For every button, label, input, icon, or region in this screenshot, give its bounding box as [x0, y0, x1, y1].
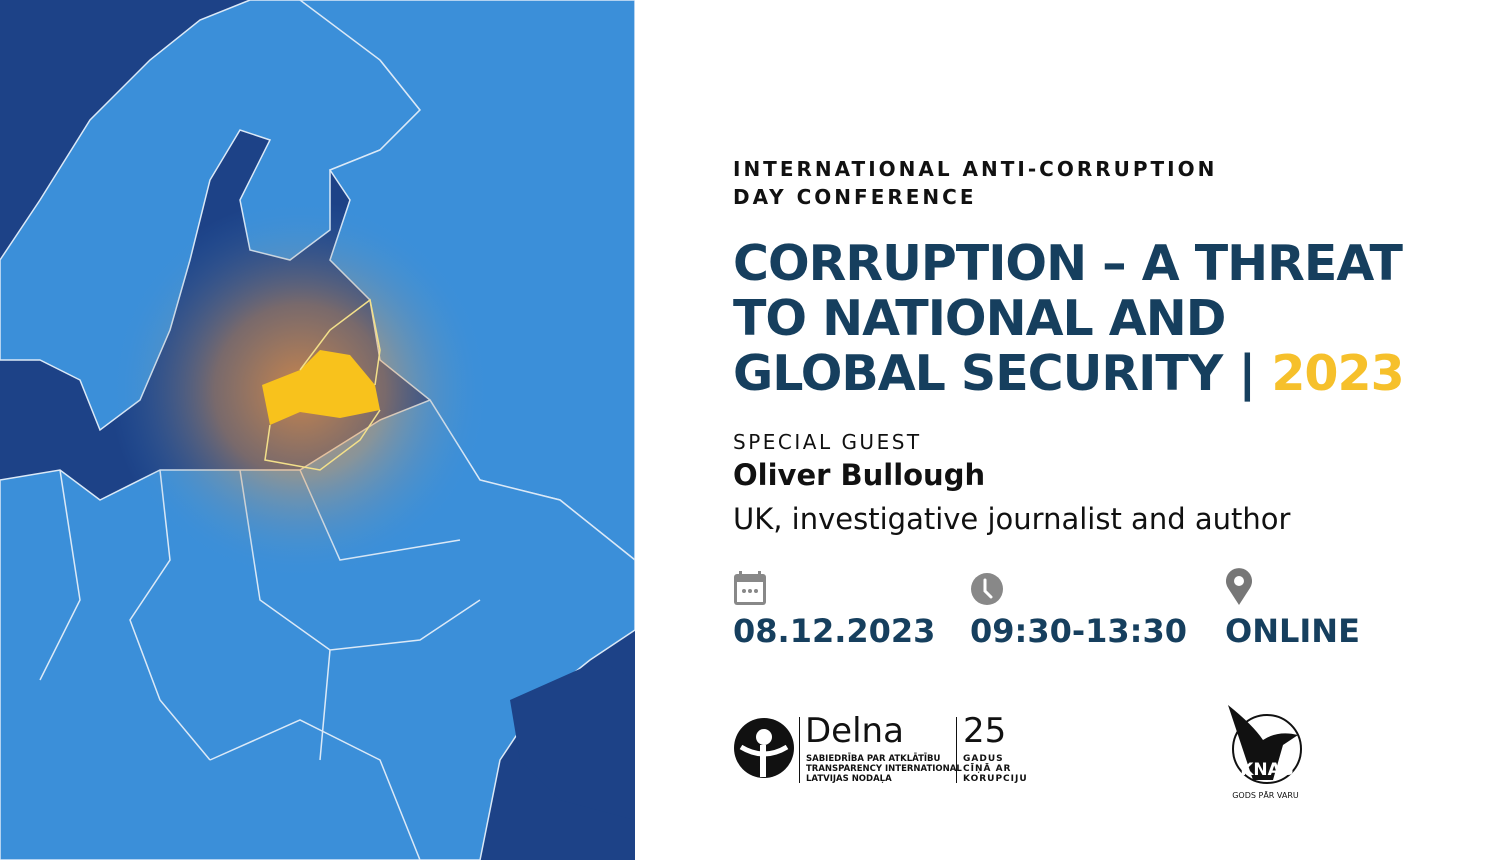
knab-eagle-emblem-icon: KNAB	[1228, 705, 1302, 784]
event-kicker: INTERNATIONAL ANTI-CORRUPTION DAY CONFER…	[733, 157, 1218, 209]
guest-description: UK, investigative journalist and author	[733, 502, 1291, 536]
map-illustration	[0, 0, 635, 860]
date-info: 08.12.2023	[733, 568, 935, 650]
anniversary-line: KORUPCIJU	[963, 774, 1028, 784]
partner-logos: Delna SABIEDRĪBA PAR ATKLĀTĪBU TRANSPARE…	[733, 705, 1333, 805]
time-info: 09:30-13:30	[970, 568, 1187, 650]
knab-motto: GODS PĀR VARU	[1232, 791, 1299, 800]
guest-label: SPECIAL GUEST	[733, 430, 922, 454]
date-value: 08.12.2023	[733, 612, 936, 650]
title-year: 2023	[1271, 345, 1404, 402]
location-value: ONLINE	[1225, 612, 1360, 650]
calendar-icon	[733, 568, 935, 606]
delna-subtitle: SABIEDRĪBA PAR ATKLĀTĪBU TRANSPARENCY IN…	[806, 754, 962, 784]
knab-logo: KNAB GODS PĀR VARU	[1223, 705, 1308, 800]
anniversary-line: CĪŅĀ AR	[963, 764, 1012, 774]
anniversary-text: GADUS CĪŅĀ AR KORUPCIJU	[963, 754, 1028, 784]
title-text: CORRUPTION – A THREAT TO NATIONAL AND GL…	[733, 235, 1403, 402]
anniversary-line: GADUS	[963, 754, 1004, 764]
guest-name: Oliver Bullough	[733, 458, 986, 492]
delna-subtitle-line: SABIEDRĪBA PAR ATKLĀTĪBU	[806, 754, 941, 764]
transparency-international-logo-icon	[734, 718, 794, 778]
event-title: CORRUPTION – A THREAT TO NATIONAL AND GL…	[733, 236, 1453, 401]
delna-subtitle-line: LATVIJAS NODAĻA	[806, 774, 892, 784]
clock-icon	[970, 568, 1187, 606]
delna-logo-name: Delna	[805, 711, 904, 751]
anniversary-number: 25	[963, 711, 1007, 751]
latvia-highlight	[262, 350, 380, 425]
delna-subtitle-line: TRANSPARENCY INTERNATIONAL	[806, 764, 962, 774]
location-pin-icon	[1225, 568, 1360, 606]
time-value: 09:30-13:30	[970, 612, 1187, 650]
knab-lettering: KNAB	[1240, 760, 1294, 780]
location-info: ONLINE	[1225, 568, 1360, 650]
europe-map	[0, 0, 635, 860]
